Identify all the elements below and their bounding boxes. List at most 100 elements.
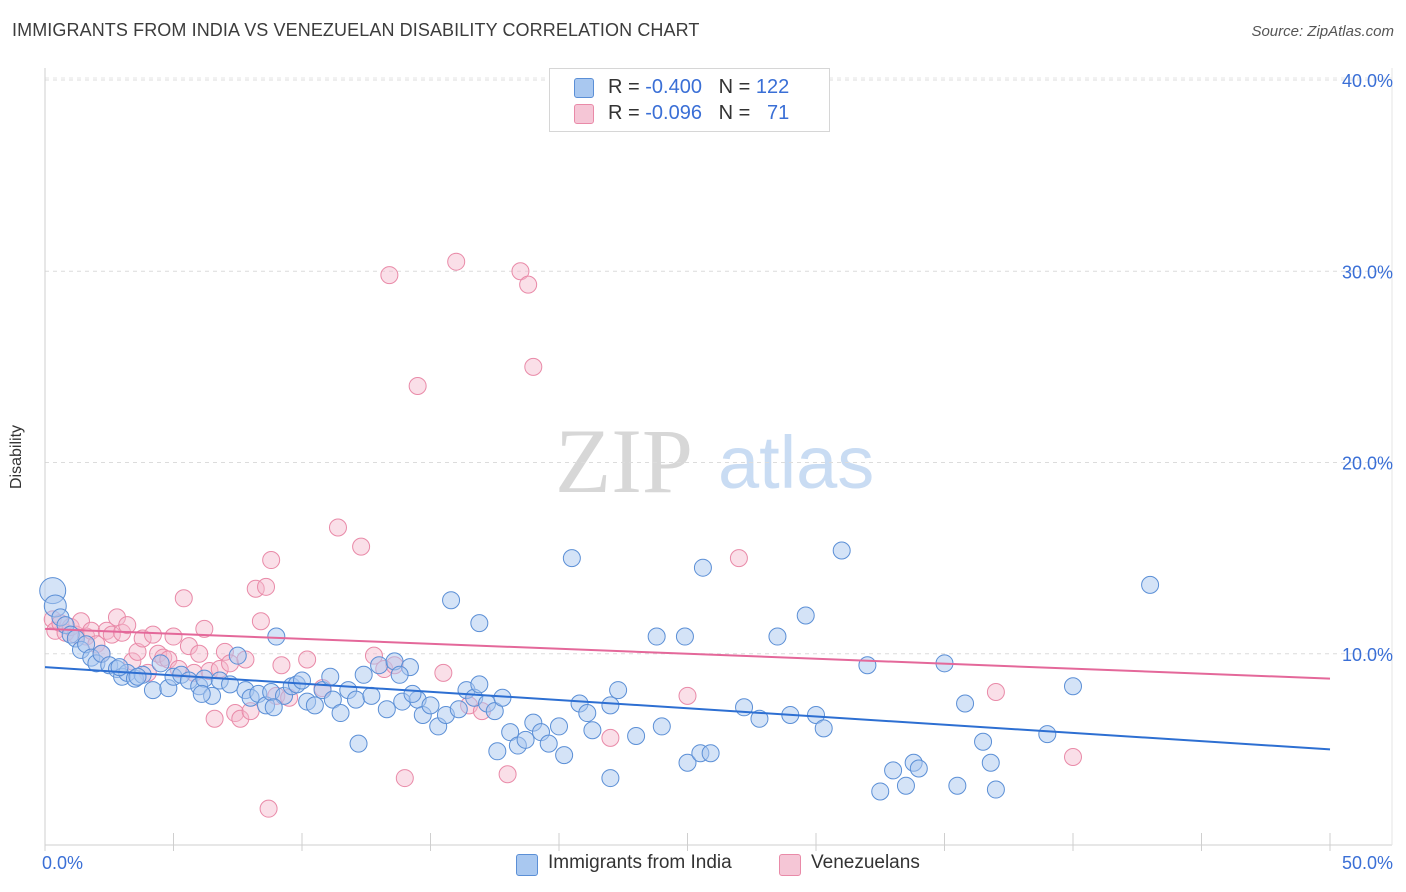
india-point-100 xyxy=(909,759,928,778)
grid-lines xyxy=(45,77,1392,655)
india-point-28 xyxy=(228,646,247,665)
india-point-78 xyxy=(601,769,620,788)
legend-n-value: 122 xyxy=(755,76,790,98)
india-point-86 xyxy=(693,558,712,577)
venezuelans-point-47 xyxy=(298,650,317,669)
legend-n-label: N = xyxy=(718,76,751,98)
india-point-105 xyxy=(981,753,1000,772)
india-point-57 xyxy=(442,591,461,610)
venezuelans-point-45 xyxy=(272,656,291,675)
india-point-120 xyxy=(403,684,422,703)
india-point-63 xyxy=(485,702,504,721)
venezuelans-point-50 xyxy=(352,537,371,556)
india-point-67 xyxy=(516,730,535,749)
x-ticks xyxy=(44,833,1331,851)
venezuelans-point-26 xyxy=(174,589,193,608)
india-point-45 xyxy=(354,665,373,684)
axes xyxy=(44,68,1393,846)
india-point-54 xyxy=(421,696,440,715)
india-point-44 xyxy=(346,690,365,709)
india-point-91 xyxy=(796,606,815,625)
venezuelans-point-58 xyxy=(447,252,466,271)
venezuelans-point-68 xyxy=(729,549,748,568)
venezuelans-point-15 xyxy=(118,616,137,635)
venezuelans-point-49 xyxy=(328,518,347,537)
india-point-98 xyxy=(896,776,915,795)
india-point-82 xyxy=(675,627,694,646)
venezuelans-point-61 xyxy=(498,765,517,784)
venezuelans-point-27 xyxy=(179,637,198,656)
india-point-75 xyxy=(583,721,602,740)
india-point-93 xyxy=(814,719,833,738)
legend-r-value: -0.096 xyxy=(645,102,702,124)
source-label: Source: ZipAtlas.com xyxy=(1251,23,1394,40)
venezuelans-trend-line xyxy=(44,627,1331,680)
venezuelans-point-17 xyxy=(128,642,147,661)
bottom-legend-swatch-venezuelans xyxy=(779,854,801,876)
india-point-116 xyxy=(349,734,368,753)
y-tick-labels: 10.0% 20.0% 30.0% 40.0% xyxy=(1342,71,1393,665)
chart-title: IMMIGRANTS FROM INDIA VS VENEZUELAN DISA… xyxy=(12,20,700,40)
watermark-zip: ZIP xyxy=(555,410,693,512)
india-point-118 xyxy=(264,698,283,717)
india-point-111 xyxy=(128,667,147,686)
india-point-34 xyxy=(267,627,286,646)
venezuelans-point-29 xyxy=(190,644,209,663)
y-tick-label-1: 20.0% xyxy=(1342,454,1393,474)
india-point-121 xyxy=(192,684,211,703)
trend-lines xyxy=(44,627,1331,751)
india-point-61 xyxy=(470,614,489,633)
india-point-70 xyxy=(539,734,558,753)
venezuelans-point-18 xyxy=(133,629,152,648)
india-point-65 xyxy=(501,723,520,742)
legend-swatch-india xyxy=(574,78,594,98)
india-point-74 xyxy=(578,704,597,723)
x-tick-labels: 0.0% 50.0% xyxy=(42,853,1393,873)
india-point-88 xyxy=(750,709,769,728)
india-point-115 xyxy=(390,665,409,684)
legend-n-value: 71 xyxy=(767,102,790,124)
india-point-102 xyxy=(948,776,967,795)
india-point-114 xyxy=(321,667,340,686)
india-point-17 xyxy=(143,681,162,700)
legend-r-label: R = xyxy=(608,102,640,124)
legend-r-value: -0.400 xyxy=(645,76,702,98)
venezuelans-point-64 xyxy=(524,357,543,376)
x-tick-label-min: 0.0% xyxy=(42,853,83,873)
india-point-41 xyxy=(323,690,342,709)
india-point-48 xyxy=(377,700,396,719)
india-point-97 xyxy=(884,761,903,780)
venezuelans-point-65 xyxy=(259,799,278,818)
india-point-94 xyxy=(832,541,851,560)
india-point-72 xyxy=(555,746,574,765)
india-trend-line xyxy=(44,666,1331,751)
venezuelans-point-66 xyxy=(601,728,620,747)
india-point-108 xyxy=(1064,677,1082,696)
india-point-71 xyxy=(550,717,568,736)
india-point-47 xyxy=(370,656,389,675)
venezuelans-point-37 xyxy=(231,709,250,728)
stats-legend: R = -0.400 N = 122 R = -0.096 N = 71 xyxy=(549,68,830,132)
india-point-46 xyxy=(362,686,381,705)
india-point-107 xyxy=(1038,725,1057,744)
india-point-42 xyxy=(331,704,350,723)
y-tick-label-0: 10.0% xyxy=(1342,645,1393,665)
y-tick-label-2: 30.0% xyxy=(1342,262,1393,282)
venezuelans-point-30 xyxy=(195,619,214,638)
india-point-85 xyxy=(701,744,720,763)
venezuelans-point-55 xyxy=(395,769,414,788)
india-point-89 xyxy=(768,627,787,646)
india-point-104 xyxy=(974,732,993,751)
venezuelans-point-53 xyxy=(380,266,399,285)
india-points xyxy=(39,541,1160,801)
bottom-legend-swatch-india xyxy=(516,854,538,876)
india-point-83 xyxy=(678,753,697,772)
india-point-119 xyxy=(293,671,311,690)
venezuelans-point-20 xyxy=(143,625,162,644)
india-point-81 xyxy=(652,717,671,736)
india-point-109 xyxy=(1141,575,1160,594)
india-point-103 xyxy=(956,694,975,713)
watermark: ZIP atlas xyxy=(555,410,874,512)
venezuelans-point-57 xyxy=(434,663,453,682)
